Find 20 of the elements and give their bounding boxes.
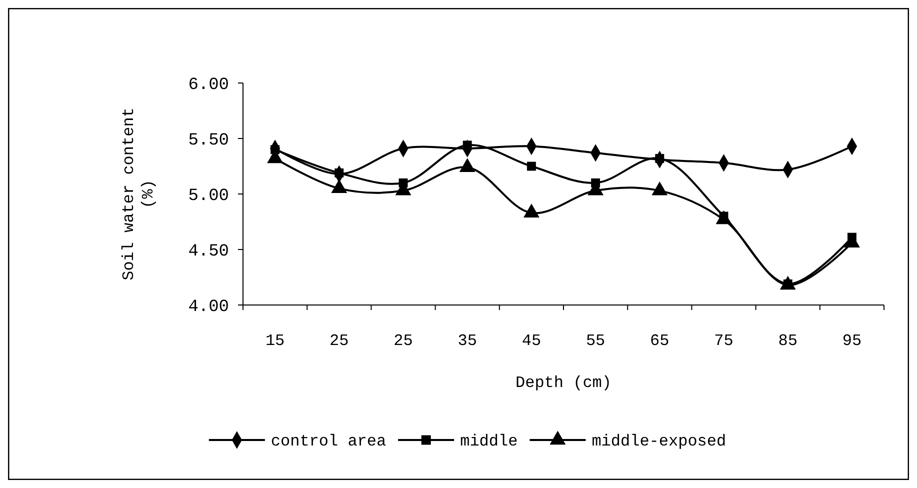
x-tick-label: 35 (458, 332, 477, 350)
legend-label: middle-exposed (592, 432, 726, 451)
x-tick-label: 85 (778, 332, 798, 350)
legend-label: control area (270, 432, 387, 451)
legend-label: middle (460, 432, 518, 451)
x-tick-label: 25 (394, 332, 413, 350)
x-tick-label: 55 (586, 332, 606, 350)
y-axis-title: Soil water content (%) (120, 108, 158, 280)
x-tick-label: 45 (522, 332, 542, 350)
y-tick-label: 5.50 (188, 131, 229, 150)
x-tick-label: 65 (650, 332, 670, 350)
x-axis-title: Depth (cm) (515, 374, 612, 392)
x-tick-label: 15 (265, 332, 285, 350)
y-tick-label: 4.00 (188, 298, 229, 317)
y-tick-label: 6.00 (188, 76, 229, 95)
x-tick-label: 75 (714, 332, 734, 350)
y-tick-label: 5.00 (188, 186, 229, 206)
y-tick-label: 4.50 (188, 242, 229, 262)
x-tick-label: 25 (330, 332, 349, 350)
x-tick-label: 95 (842, 332, 862, 350)
